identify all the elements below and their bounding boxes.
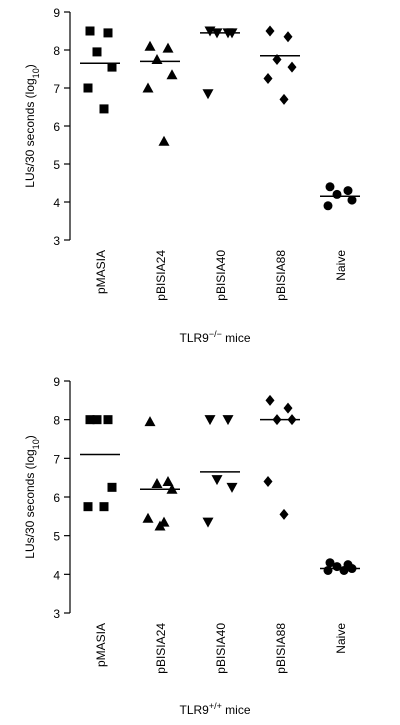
marker <box>151 54 163 64</box>
y-label-sub: 10 <box>31 68 41 78</box>
marker <box>325 558 335 568</box>
y-tick-label: 5 <box>53 530 60 544</box>
y-tick-label: 4 <box>53 568 60 582</box>
marker <box>166 69 178 80</box>
x-axis-label: TLR9−/− mice <box>179 329 250 345</box>
marker <box>83 83 93 93</box>
marker <box>162 42 174 53</box>
marker <box>279 508 289 520</box>
x-tick-label: pBISIA88 <box>274 250 288 301</box>
y-label-text: LUs/30 seconds (log <box>23 78 37 187</box>
marker <box>226 482 238 493</box>
marker <box>99 502 109 512</box>
marker <box>202 89 214 100</box>
y-tick-label: 7 <box>53 452 60 466</box>
marker <box>265 25 275 37</box>
marker <box>85 26 95 36</box>
marker <box>103 415 113 425</box>
y-label-sub: 10 <box>31 439 41 449</box>
x-tick-label: pBISIA40 <box>214 250 228 301</box>
marker <box>279 93 289 105</box>
marker <box>283 402 293 414</box>
y-label-end: ) <box>23 435 37 439</box>
marker <box>154 520 166 531</box>
marker <box>158 135 170 146</box>
x-tick-label: pBISIA24 <box>154 250 168 301</box>
marker <box>343 186 353 196</box>
marker <box>162 476 174 487</box>
marker <box>323 565 333 575</box>
marker <box>103 28 113 38</box>
y-axis-label: LUs/30 seconds (log10) <box>23 64 41 187</box>
marker <box>144 416 156 427</box>
x-tick-label: pBISIA40 <box>214 623 228 674</box>
y-tick-label: 9 <box>53 375 60 389</box>
y-tick-label: 4 <box>53 196 60 210</box>
y-tick-label: 6 <box>53 120 60 134</box>
marker <box>83 502 93 512</box>
x-label-sup: −/− <box>209 329 222 339</box>
marker <box>99 104 109 114</box>
y-label-end: ) <box>23 64 37 68</box>
marker <box>272 54 282 65</box>
marker <box>92 415 102 425</box>
x-tick-label: Naive <box>334 250 348 281</box>
marker <box>263 73 273 84</box>
x-axis-label: TLR9+/+ mice <box>179 701 250 717</box>
marker <box>211 475 223 486</box>
x-label-base: TLR9 <box>179 703 209 717</box>
x-tick-label: pBISIA88 <box>274 623 288 674</box>
x-tick-label: pMASIA <box>94 250 108 294</box>
marker <box>107 482 117 492</box>
marker <box>204 415 216 426</box>
marker <box>92 47 102 57</box>
marker <box>287 61 297 73</box>
y-tick-label: 5 <box>53 158 60 172</box>
x-label-sup: +/+ <box>209 701 222 711</box>
marker <box>265 394 275 406</box>
x-label-rest: mice <box>222 703 251 717</box>
y-tick-label: 8 <box>53 44 60 58</box>
y-tick-label: 3 <box>53 234 60 248</box>
marker <box>347 195 357 205</box>
marker <box>263 476 273 488</box>
y-tick-label: 3 <box>53 607 60 621</box>
y-tick-label: 9 <box>53 6 60 20</box>
y-tick-label: 7 <box>53 82 60 96</box>
marker <box>332 189 342 199</box>
marker <box>323 201 333 211</box>
marker <box>202 517 214 528</box>
marker <box>85 415 95 425</box>
x-label-rest: mice <box>222 331 251 345</box>
y-tick-label: 8 <box>53 414 60 428</box>
y-axis-label: LUs/30 seconds (log10) <box>23 435 41 558</box>
marker <box>339 565 349 575</box>
x-tick-label: pBISIA24 <box>154 623 168 674</box>
marker <box>144 40 156 51</box>
marker <box>325 182 335 192</box>
marker <box>283 31 293 43</box>
marker <box>142 82 154 93</box>
x-label-base: TLR9 <box>179 331 209 345</box>
x-tick-label: pMASIA <box>94 623 108 667</box>
marker <box>142 512 154 523</box>
x-tick-label: Naive <box>334 623 348 654</box>
marker <box>151 477 163 488</box>
y-tick-label: 6 <box>53 491 60 505</box>
marker <box>222 415 234 426</box>
marker <box>107 62 117 72</box>
y-label-text: LUs/30 seconds (log <box>23 449 37 558</box>
